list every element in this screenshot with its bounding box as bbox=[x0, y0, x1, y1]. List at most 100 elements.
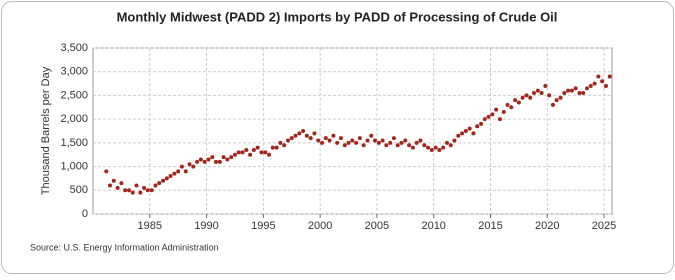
data-point bbox=[221, 155, 226, 160]
data-point bbox=[452, 138, 457, 143]
data-point bbox=[448, 143, 453, 148]
x-tick-label: 1985 bbox=[138, 220, 162, 232]
data-point bbox=[127, 188, 132, 193]
data-point bbox=[418, 138, 423, 143]
data-point bbox=[501, 110, 506, 115]
data-point bbox=[520, 95, 525, 100]
data-point bbox=[429, 147, 434, 152]
data-point bbox=[475, 124, 480, 129]
x-tick-label: 2020 bbox=[535, 220, 559, 232]
data-point bbox=[588, 83, 593, 88]
data-point bbox=[531, 91, 536, 96]
x-tick-label: 1990 bbox=[194, 220, 218, 232]
data-point bbox=[566, 88, 571, 93]
data-point bbox=[176, 169, 181, 174]
data-point bbox=[482, 117, 487, 122]
data-point bbox=[372, 138, 377, 143]
data-point bbox=[195, 159, 200, 164]
data-point bbox=[558, 95, 563, 100]
data-point bbox=[225, 157, 230, 162]
data-point bbox=[399, 140, 404, 145]
data-point bbox=[210, 155, 215, 160]
data-point bbox=[301, 129, 306, 133]
data-point bbox=[562, 91, 567, 96]
y-tick-label: 3,500 bbox=[60, 42, 88, 54]
data-point bbox=[350, 138, 355, 143]
data-point bbox=[388, 140, 393, 145]
data-point bbox=[161, 178, 166, 183]
data-point bbox=[138, 190, 143, 195]
data-point bbox=[539, 91, 544, 96]
data-point bbox=[274, 145, 279, 150]
data-point bbox=[505, 102, 510, 107]
data-point bbox=[251, 147, 256, 152]
y-tick-label: 2,000 bbox=[60, 113, 88, 125]
data-point bbox=[335, 140, 340, 145]
data-point bbox=[516, 100, 521, 105]
data-point bbox=[244, 147, 249, 152]
data-point bbox=[240, 150, 245, 155]
data-point bbox=[600, 79, 605, 84]
data-point bbox=[407, 143, 412, 148]
data-point bbox=[282, 143, 287, 148]
data-point bbox=[104, 169, 109, 174]
x-tick-label: 2005 bbox=[365, 220, 389, 232]
data-point bbox=[550, 102, 555, 107]
data-point bbox=[123, 188, 128, 193]
data-point bbox=[528, 95, 533, 100]
data-point bbox=[119, 181, 124, 186]
data-point bbox=[596, 74, 601, 79]
data-point bbox=[172, 171, 177, 176]
data-point bbox=[479, 121, 484, 126]
x-tick-label: 2015 bbox=[478, 220, 502, 232]
data-point bbox=[357, 136, 362, 141]
data-point bbox=[236, 150, 241, 155]
data-point bbox=[592, 81, 597, 86]
data-point bbox=[361, 143, 366, 148]
data-point bbox=[577, 91, 582, 96]
data-point bbox=[509, 105, 514, 110]
data-point bbox=[297, 131, 302, 136]
y-tick-label: 500 bbox=[70, 184, 88, 196]
data-point bbox=[494, 107, 499, 112]
data-point bbox=[497, 117, 502, 122]
data-point bbox=[108, 183, 113, 188]
data-point bbox=[289, 136, 294, 141]
data-point bbox=[456, 133, 461, 138]
data-point bbox=[535, 88, 540, 93]
data-point bbox=[270, 145, 275, 150]
data-point bbox=[130, 190, 135, 195]
data-point bbox=[543, 83, 548, 88]
data-point bbox=[513, 98, 518, 103]
chart-title: Monthly Midwest (PADD 2) Imports by PADD… bbox=[117, 9, 558, 24]
data-point bbox=[308, 136, 313, 141]
plot-area bbox=[92, 47, 613, 215]
data-point bbox=[342, 143, 347, 148]
data-point bbox=[316, 138, 321, 143]
data-point bbox=[585, 86, 590, 91]
data-point bbox=[433, 145, 438, 150]
y-tick-label: 2,500 bbox=[60, 89, 88, 101]
data-point bbox=[263, 150, 268, 155]
data-point bbox=[259, 150, 264, 155]
data-point bbox=[384, 143, 389, 148]
data-point bbox=[354, 140, 359, 145]
data-point bbox=[278, 140, 283, 145]
y-axis-label: Thousand Barrels per Day bbox=[40, 66, 52, 195]
y-tick-label: 1,000 bbox=[60, 160, 88, 172]
data-point bbox=[547, 93, 552, 98]
data-point bbox=[229, 155, 234, 160]
data-point bbox=[217, 159, 222, 164]
data-point bbox=[603, 83, 608, 88]
y-tick-label: 0 bbox=[82, 208, 88, 220]
data-point bbox=[460, 131, 465, 136]
data-point bbox=[569, 88, 574, 93]
data-point bbox=[380, 138, 385, 143]
data-point bbox=[168, 174, 173, 179]
x-tick-label: 1995 bbox=[251, 220, 275, 232]
data-point bbox=[410, 145, 415, 150]
data-point bbox=[164, 176, 169, 181]
data-point bbox=[206, 157, 211, 162]
data-point bbox=[490, 112, 495, 117]
